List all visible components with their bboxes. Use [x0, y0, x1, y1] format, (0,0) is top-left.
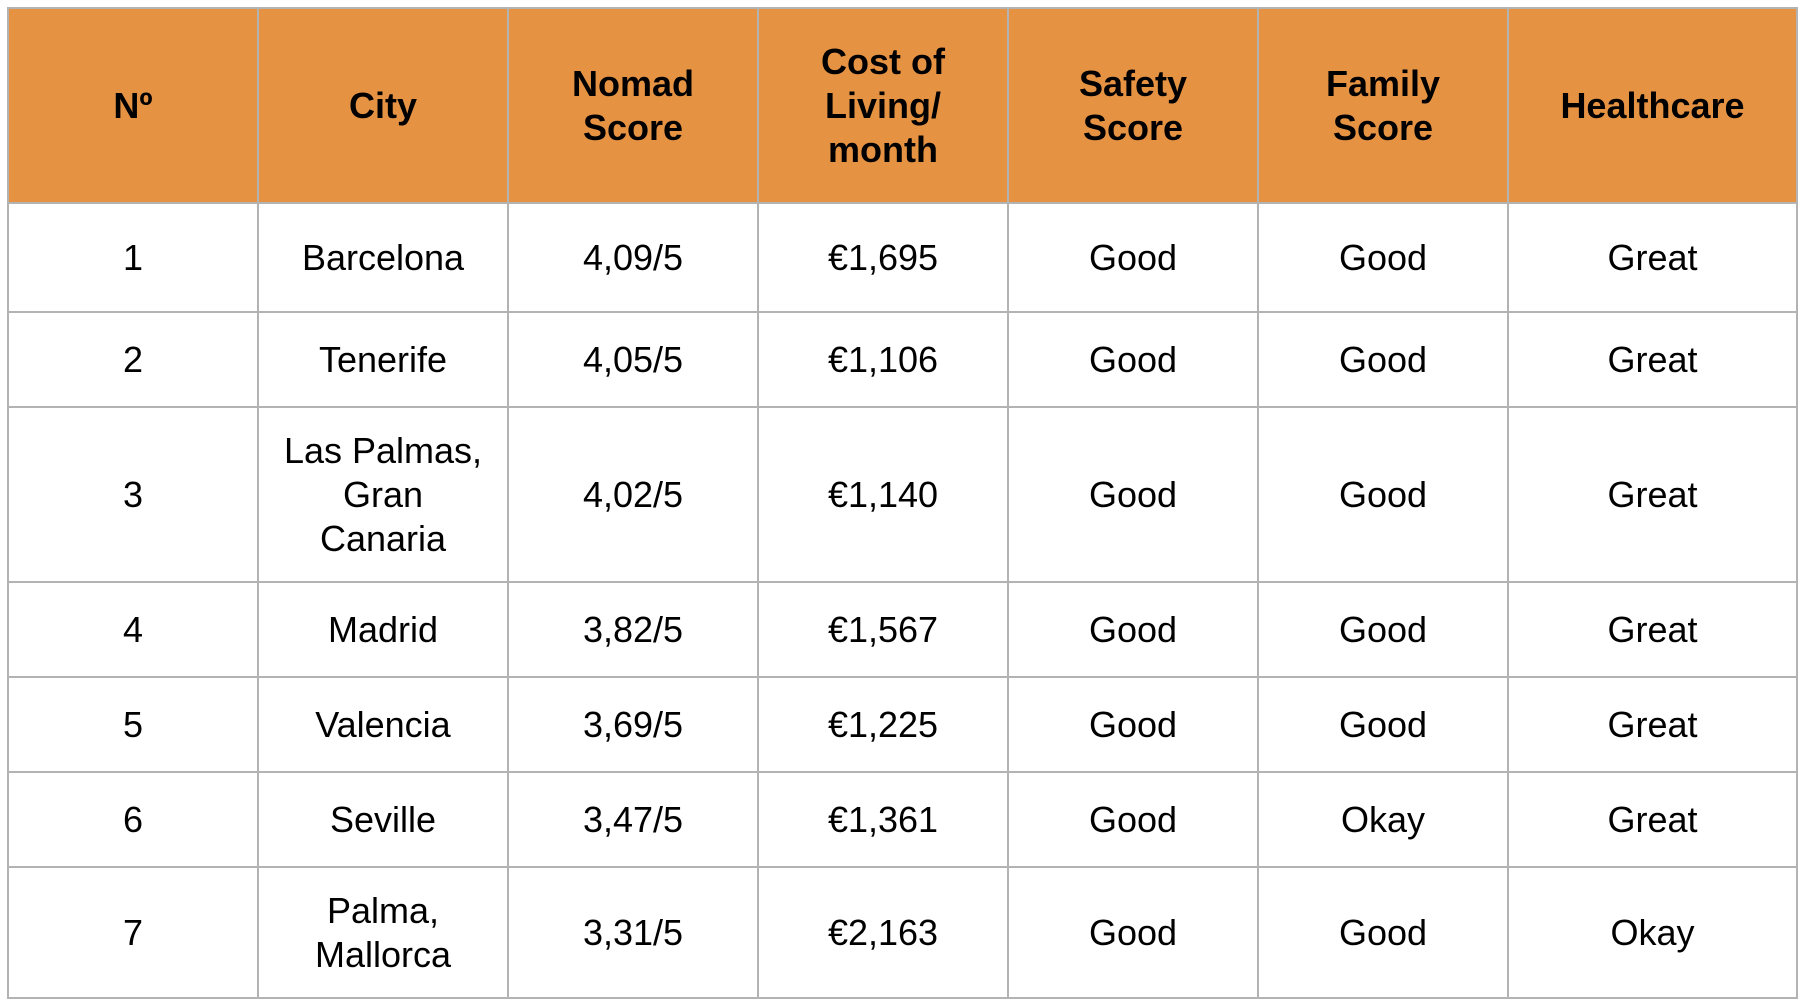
city-ranking-table-wrapper: Nº City Nomad Score Cost of Living/ mont… — [7, 7, 1798, 999]
cell-nomad-score: 4,09/5 — [507, 202, 759, 313]
cell-healthcare: Great — [1507, 202, 1798, 313]
header-safety-score-text: Safety Score — [1078, 62, 1188, 148]
cell-city: Palma, Mallorca — [257, 866, 509, 999]
cell-cost: €1,140 — [757, 406, 1009, 583]
header-cost-of-living: Cost of Living/ month — [757, 7, 1009, 204]
header-nomad-score: Nomad Score — [507, 7, 759, 204]
cell-safety: Good — [1007, 581, 1259, 678]
cell-healthcare: Great — [1507, 311, 1798, 408]
cell-safety: Good — [1007, 676, 1259, 773]
cell-cost: €1,695 — [757, 202, 1009, 313]
cell-city: Las Palmas, Gran Canaria — [257, 406, 509, 583]
cell-family: Good — [1257, 406, 1509, 583]
cell-healthcare: Great — [1507, 676, 1798, 773]
cell-family: Good — [1257, 202, 1509, 313]
cell-number: 2 — [7, 311, 259, 408]
table-row: 3 Las Palmas, Gran Canaria 4,02/5 €1,140… — [7, 406, 1798, 583]
cell-cost: €1,567 — [757, 581, 1009, 678]
header-family-score-text: Family Score — [1325, 62, 1441, 148]
header-city: City — [257, 7, 509, 204]
cell-nomad-score: 3,47/5 — [507, 771, 759, 868]
header-cost-of-living-text: Cost of Living/ month — [821, 40, 945, 170]
cell-family: Good — [1257, 866, 1509, 999]
cell-number: 6 — [7, 771, 259, 868]
cell-number: 7 — [7, 866, 259, 999]
table-row: 1 Barcelona 4,09/5 €1,695 Good Good Grea… — [7, 202, 1798, 313]
cell-city: Seville — [257, 771, 509, 868]
table-row: 7 Palma, Mallorca 3,31/5 €2,163 Good Goo… — [7, 866, 1798, 999]
cell-nomad-score: 3,82/5 — [507, 581, 759, 678]
cell-safety: Good — [1007, 406, 1259, 583]
header-nomad-score-text: Nomad Score — [571, 62, 694, 148]
cell-nomad-score: 3,69/5 — [507, 676, 759, 773]
cell-safety: Good — [1007, 866, 1259, 999]
cell-healthcare: Okay — [1507, 866, 1798, 999]
cell-healthcare: Great — [1507, 406, 1798, 583]
cell-nomad-score: 3,31/5 — [507, 866, 759, 999]
cell-city: Tenerife — [257, 311, 509, 408]
cell-cost: €1,106 — [757, 311, 1009, 408]
header-safety-score: Safety Score — [1007, 7, 1259, 204]
cell-cost: €2,163 — [757, 866, 1009, 999]
cell-number: 4 — [7, 581, 259, 678]
cell-nomad-score: 4,05/5 — [507, 311, 759, 408]
cell-safety: Good — [1007, 202, 1259, 313]
table-row: 2 Tenerife 4,05/5 €1,106 Good Good Great — [7, 311, 1798, 408]
cell-healthcare: Great — [1507, 771, 1798, 868]
cell-nomad-score: 4,02/5 — [507, 406, 759, 583]
cell-cost: €1,225 — [757, 676, 1009, 773]
header-number: Nº — [7, 7, 259, 204]
header-family-score: Family Score — [1257, 7, 1509, 204]
cell-city-text: Palma, Mallorca — [314, 889, 452, 975]
header-row: Nº City Nomad Score Cost of Living/ mont… — [7, 7, 1798, 204]
cell-healthcare: Great — [1507, 581, 1798, 678]
header-healthcare: Healthcare — [1507, 7, 1798, 204]
cell-cost: €1,361 — [757, 771, 1009, 868]
table-row: 5 Valencia 3,69/5 €1,225 Good Good Great — [7, 676, 1798, 773]
cell-number: 3 — [7, 406, 259, 583]
city-ranking-table: Nº City Nomad Score Cost of Living/ mont… — [7, 7, 1798, 999]
table-row: 6 Seville 3,47/5 €1,361 Good Okay Great — [7, 771, 1798, 868]
cell-number: 1 — [7, 202, 259, 313]
cell-family: Good — [1257, 311, 1509, 408]
cell-family: Good — [1257, 676, 1509, 773]
cell-city: Barcelona — [257, 202, 509, 313]
cell-city-text: Las Palmas, Gran Canaria — [283, 429, 483, 559]
cell-city: Madrid — [257, 581, 509, 678]
cell-family: Good — [1257, 581, 1509, 678]
cell-safety: Good — [1007, 311, 1259, 408]
cell-safety: Good — [1007, 771, 1259, 868]
table-row: 4 Madrid 3,82/5 €1,567 Good Good Great — [7, 581, 1798, 678]
cell-number: 5 — [7, 676, 259, 773]
cell-family: Okay — [1257, 771, 1509, 868]
cell-city: Valencia — [257, 676, 509, 773]
